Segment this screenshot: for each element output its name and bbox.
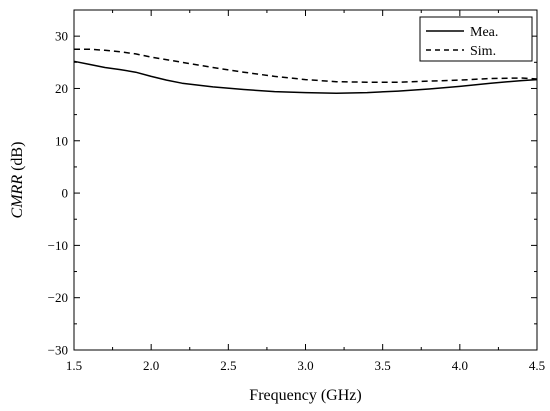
y-tick-label: −20 xyxy=(48,290,68,305)
x-tick-label: 4.0 xyxy=(452,358,468,373)
x-tick-label: 2.5 xyxy=(220,358,236,373)
legend: Mea. Sim. xyxy=(419,16,533,62)
y-axis-label-italic: CMRR xyxy=(9,175,26,219)
series-lines xyxy=(73,48,538,94)
x-tick-label: 3.0 xyxy=(297,358,313,373)
y-tick-label: 30 xyxy=(55,29,68,44)
y-tick-labels: −30 −20 −10 0 10 20 30 xyxy=(48,29,68,358)
y-axis-label-unit: (dB) xyxy=(9,142,26,175)
plot-frame xyxy=(73,9,538,351)
x-tick-label: 2.0 xyxy=(143,358,159,373)
legend-label-sim: Sim. xyxy=(470,44,496,59)
y-axis-label: CMRR (dB) xyxy=(9,142,26,219)
x-tick-labels: 1.5 2.0 2.5 3.0 3.5 4.0 4.5 xyxy=(66,358,545,373)
x-tick-label: 3.5 xyxy=(375,358,391,373)
legend-label-mea: Mea. xyxy=(470,25,498,40)
series-line-sim xyxy=(74,48,538,83)
y-tick-label: 0 xyxy=(62,186,69,201)
x-tick-label: 4.5 xyxy=(529,358,545,373)
legend-box xyxy=(419,16,533,62)
x-axis-label: Frequency (GHz) xyxy=(249,387,361,404)
y-tick-label: 20 xyxy=(55,81,68,96)
y-tick-label: 10 xyxy=(55,133,68,148)
series-line-mea xyxy=(73,60,538,94)
y-tick-label: −30 xyxy=(48,343,68,358)
x-tick-label: 1.5 xyxy=(66,358,82,373)
y-tick-label: −10 xyxy=(48,238,68,253)
